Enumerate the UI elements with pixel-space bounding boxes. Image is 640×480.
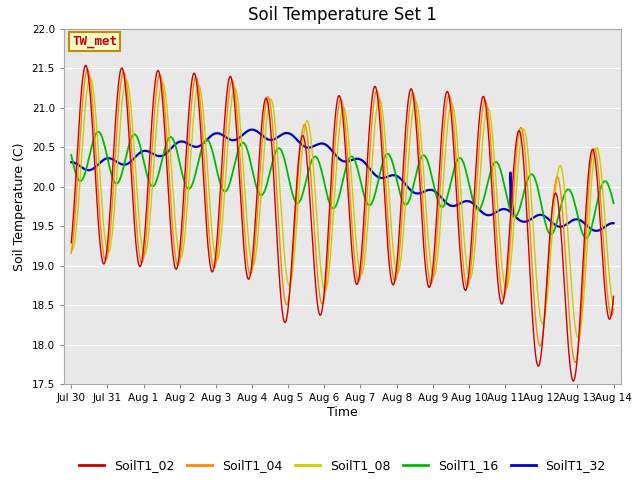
Title: Soil Temperature Set 1: Soil Temperature Set 1 — [248, 6, 437, 24]
Y-axis label: Soil Temperature (C): Soil Temperature (C) — [13, 142, 26, 271]
Text: TW_met: TW_met — [72, 35, 117, 48]
X-axis label: Time: Time — [327, 406, 358, 419]
Legend: SoilT1_02, SoilT1_04, SoilT1_08, SoilT1_16, SoilT1_32: SoilT1_02, SoilT1_04, SoilT1_08, SoilT1_… — [74, 454, 611, 477]
